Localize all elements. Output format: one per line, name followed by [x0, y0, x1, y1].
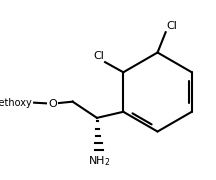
- Text: Cl: Cl: [93, 51, 104, 61]
- Text: Cl: Cl: [167, 21, 178, 31]
- Text: O: O: [48, 99, 57, 109]
- Text: NH$_2$: NH$_2$: [88, 154, 110, 168]
- Text: methoxy: methoxy: [0, 98, 32, 108]
